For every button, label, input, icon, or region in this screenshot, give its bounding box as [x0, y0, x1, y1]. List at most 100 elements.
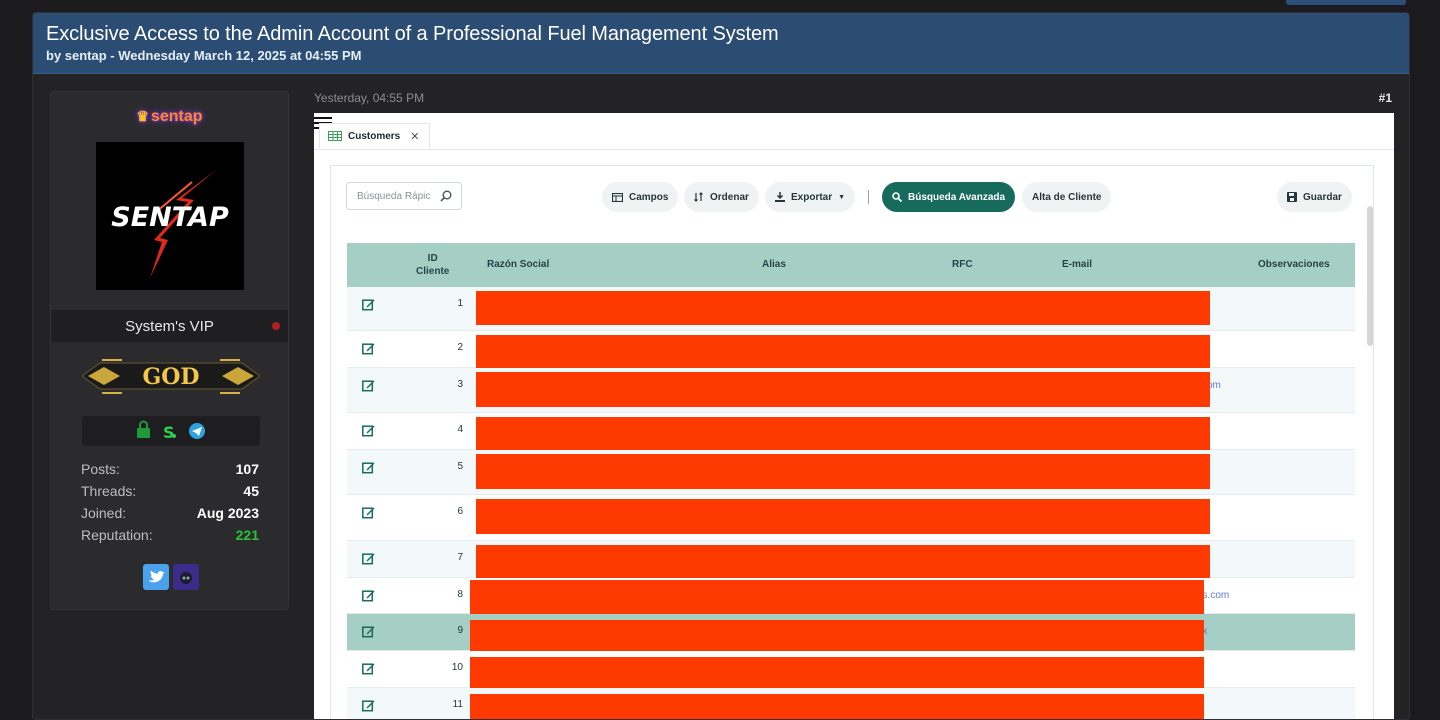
redaction-block: [470, 694, 1204, 719]
save-icon: [1287, 192, 1297, 202]
alta-cliente-button[interactable]: Alta de Cliente: [1022, 182, 1112, 212]
post-timestamp: Yesterday, 04:55 PM: [314, 91, 425, 105]
thread-title: Exclusive Access to the Admin Account of…: [46, 23, 779, 45]
cell-id-cliente: 2: [457, 342, 463, 353]
edit-icon[interactable]: [362, 552, 375, 565]
avatar[interactable]: SENTAP: [96, 142, 244, 290]
cell-id-cliente: 9: [457, 625, 463, 636]
cell-email[interactable]: om: [1207, 380, 1221, 391]
crown-icon: ♛: [136, 108, 149, 124]
lock-icon: [137, 420, 150, 438]
redaction-block: [476, 545, 1210, 580]
chevron-down-icon: ▼: [838, 193, 846, 201]
redaction-block: [476, 335, 1210, 369]
cell-email[interactable]: es.com: [1197, 590, 1230, 601]
table-row[interactable]: 1: [347, 287, 1355, 331]
post-number-link[interactable]: #1: [1378, 91, 1392, 105]
rank-badge: GOD: [82, 359, 260, 394]
table-icon: [328, 131, 342, 141]
table-row[interactable]: 10: [347, 651, 1355, 692]
guardar-button[interactable]: Guardar: [1277, 182, 1352, 212]
search-placeholder: Búsqueda Rápic: [357, 191, 431, 202]
award-badges: S: [82, 416, 260, 446]
cell-id-cliente: 5: [457, 461, 463, 472]
sort-icon: [694, 192, 703, 202]
username[interactable]: ♛ sentap: [51, 108, 288, 126]
redaction-block: [476, 454, 1210, 489]
edit-icon[interactable]: [362, 625, 375, 638]
exportar-button[interactable]: Exportar ▼: [765, 182, 856, 212]
edit-icon[interactable]: [362, 589, 375, 602]
campos-button[interactable]: Campos: [602, 182, 679, 212]
rank-badge-text: GOD: [142, 364, 199, 390]
user-card: ♛ sentap SENTAP System's VIP GOD S: [50, 91, 289, 610]
lightning-bolt-icon: [150, 170, 216, 278]
customers-panel: Búsqueda Rápic Campos Ordenar Exportar ▼…: [330, 165, 1374, 719]
redaction-block: [476, 291, 1210, 325]
quick-search-input[interactable]: Búsqueda Rápic: [346, 182, 462, 210]
edit-icon[interactable]: [362, 506, 375, 519]
post-screenshot: Customers ✕ Búsqueda Rápic Campos Ordena…: [314, 113, 1394, 719]
top-strip: [0, 0, 1440, 12]
cell-id-cliente: 6: [457, 506, 463, 517]
username-text[interactable]: sentap: [150, 108, 203, 125]
stat-joined: Joined: Aug 2023: [81, 505, 259, 521]
stat-reputation: Reputation: 221: [81, 527, 259, 543]
column-id-cliente[interactable]: ID Cliente: [416, 253, 450, 277]
redaction-block: [476, 417, 1210, 452]
close-icon[interactable]: ✕: [410, 130, 420, 143]
table-header: ID Cliente Razón Social Alias RFC E-mail …: [347, 243, 1355, 287]
redaction-block: [476, 372, 1210, 407]
social-links[interactable]: [143, 564, 199, 590]
cell-id-cliente: 7: [457, 552, 463, 563]
column-email[interactable]: E-mail: [1062, 259, 1093, 270]
table-row[interactable]: 5: [347, 450, 1355, 495]
edit-icon[interactable]: [362, 342, 375, 355]
ordenar-button[interactable]: Ordenar: [684, 182, 759, 212]
edit-icon[interactable]: [362, 461, 375, 474]
user-role: System's VIP: [125, 318, 214, 335]
table-body: 1 2 3 om 4 5 6 7 8 es.com 9ix 10 11: [347, 287, 1355, 719]
tab-label: Customers: [348, 130, 401, 142]
search-icon: [892, 192, 902, 202]
busqueda-avanzada-button[interactable]: Búsqueda Avanzada: [882, 182, 1016, 212]
edit-icon[interactable]: [362, 699, 375, 712]
top-action-button[interactable]: [1286, 0, 1406, 5]
download-icon: [775, 192, 785, 202]
column-observaciones[interactable]: Observaciones: [1258, 259, 1330, 270]
column-razon-social[interactable]: Razón Social: [487, 259, 550, 270]
column-rfc[interactable]: RFC: [952, 259, 973, 270]
thread-byline: by sentap - Wednesday March 12, 2025 at …: [46, 48, 362, 63]
thread-container: Exclusive Access to the Admin Account of…: [32, 12, 1410, 720]
search-icon[interactable]: [440, 190, 452, 202]
redaction-block: [476, 499, 1210, 534]
twitter-icon: [143, 564, 169, 590]
edit-icon[interactable]: [362, 662, 375, 675]
column-alias[interactable]: Alias: [762, 259, 786, 270]
thread-header: Exclusive Access to the Admin Account of…: [33, 13, 1409, 74]
toolbar-divider: [868, 190, 869, 204]
user-role-bar: System's VIP: [51, 310, 288, 342]
table-row[interactable]: 8 es.com: [347, 578, 1355, 616]
columns-icon: [612, 192, 623, 202]
tab-customers[interactable]: Customers ✕: [319, 123, 431, 149]
table-row[interactable]: 2: [347, 331, 1355, 369]
table-row[interactable]: 11: [347, 688, 1355, 719]
app-tab-bar: Customers ✕: [314, 113, 1394, 150]
stat-threads: Threads: 45: [81, 483, 259, 499]
table-row[interactable]: 4: [347, 413, 1355, 452]
table-row[interactable]: 9ix: [347, 614, 1355, 654]
edit-icon[interactable]: [362, 424, 375, 437]
redaction-block: [470, 580, 1204, 616]
table-row[interactable]: 6: [347, 495, 1355, 541]
redaction-block: [470, 657, 1204, 692]
cell-id-cliente: 1: [457, 298, 463, 309]
user-stats: Posts: 107 Threads: 45 Joined: Aug 2023 Rep…: [81, 458, 259, 546]
table-row[interactable]: 7: [347, 541, 1355, 580]
telegram-icon: [189, 423, 205, 439]
edit-icon[interactable]: [362, 379, 375, 392]
edit-icon[interactable]: [362, 298, 375, 311]
table-row[interactable]: 3 om: [347, 368, 1355, 413]
vertical-scrollbar[interactable]: [1367, 206, 1373, 346]
cell-id-cliente: 4: [457, 424, 463, 435]
